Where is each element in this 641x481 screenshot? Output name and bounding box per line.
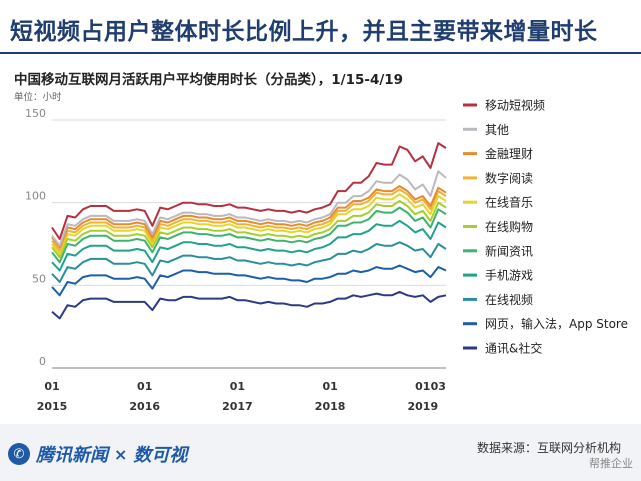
chart-canvas: 0 50 100 150 01 2015 01 2016 01 2017 01 2018 01 2019 0… — [25, 98, 628, 414]
x-tick-year: 2019 — [408, 400, 439, 413]
legend-label: 新闻资讯 — [485, 243, 533, 258]
series-line — [51, 290, 447, 320]
series-line — [51, 200, 447, 259]
legend-label: 通讯&社交 — [485, 341, 542, 356]
brand-separator: × — [114, 444, 128, 464]
footer-bar — [0, 424, 641, 481]
x-tick-label: 01 — [137, 380, 152, 393]
x-tick-label: 01 — [44, 380, 59, 393]
x-tick-label: 01 — [230, 380, 245, 393]
series-line — [51, 170, 447, 247]
x-tick-label: 01 — [322, 380, 337, 393]
x-tick-label: 03 — [431, 380, 446, 393]
series-line — [51, 206, 447, 264]
y-tick-label: 150 — [25, 107, 46, 120]
legend-label: 在线音乐 — [485, 195, 533, 210]
legend-label: 数字阅读 — [485, 170, 533, 185]
series-line — [51, 185, 447, 249]
series-line — [51, 188, 447, 252]
x-tick-year: 2016 — [129, 400, 160, 413]
unit-label: 单位：小时 — [14, 92, 62, 103]
y-tick-label: 100 — [25, 190, 46, 203]
partner-name: 数可视 — [133, 445, 188, 466]
x-tick-year: 2015 — [37, 400, 68, 413]
legend-label: 其他 — [485, 123, 509, 137]
headline: 短视频占用户整体时长比例上升，并且主要带来增量时长 — [10, 19, 598, 45]
legend-label: 移动短视频 — [485, 98, 545, 113]
brand-logo: ✆ 腾讯新闻 × 数可视 — [8, 441, 187, 467]
y-tick-label: 50 — [32, 272, 46, 285]
chart-title: 中国移动互联网月活跃用户平均使用时长（分品类），1/15-4/19 — [14, 72, 404, 88]
series-line — [51, 264, 447, 297]
watermark: 帮推企业 — [589, 457, 633, 470]
data-source: 数据来源：互联网分析机构 — [476, 441, 621, 455]
x-tick-label: 01 — [415, 380, 430, 393]
legend-label: 在线购物 — [485, 219, 533, 234]
series-line — [51, 219, 447, 272]
y-tick-label: 0 — [39, 355, 46, 368]
x-tick-year: 2017 — [222, 400, 253, 413]
brand-name: 腾讯新闻 — [36, 445, 108, 466]
series-line — [51, 193, 447, 255]
brand-icon: ✆ — [8, 443, 30, 465]
legend-label: 金融理财 — [485, 146, 533, 161]
x-tick-year: 2018 — [315, 400, 346, 413]
legend-label: 在线视频 — [485, 292, 533, 307]
series-line — [51, 142, 447, 240]
series-line — [51, 241, 447, 283]
title-divider — [0, 52, 641, 54]
legend-label: 手机游戏 — [485, 269, 533, 283]
legend-label: 网页，输入法，App Store — [485, 316, 628, 331]
